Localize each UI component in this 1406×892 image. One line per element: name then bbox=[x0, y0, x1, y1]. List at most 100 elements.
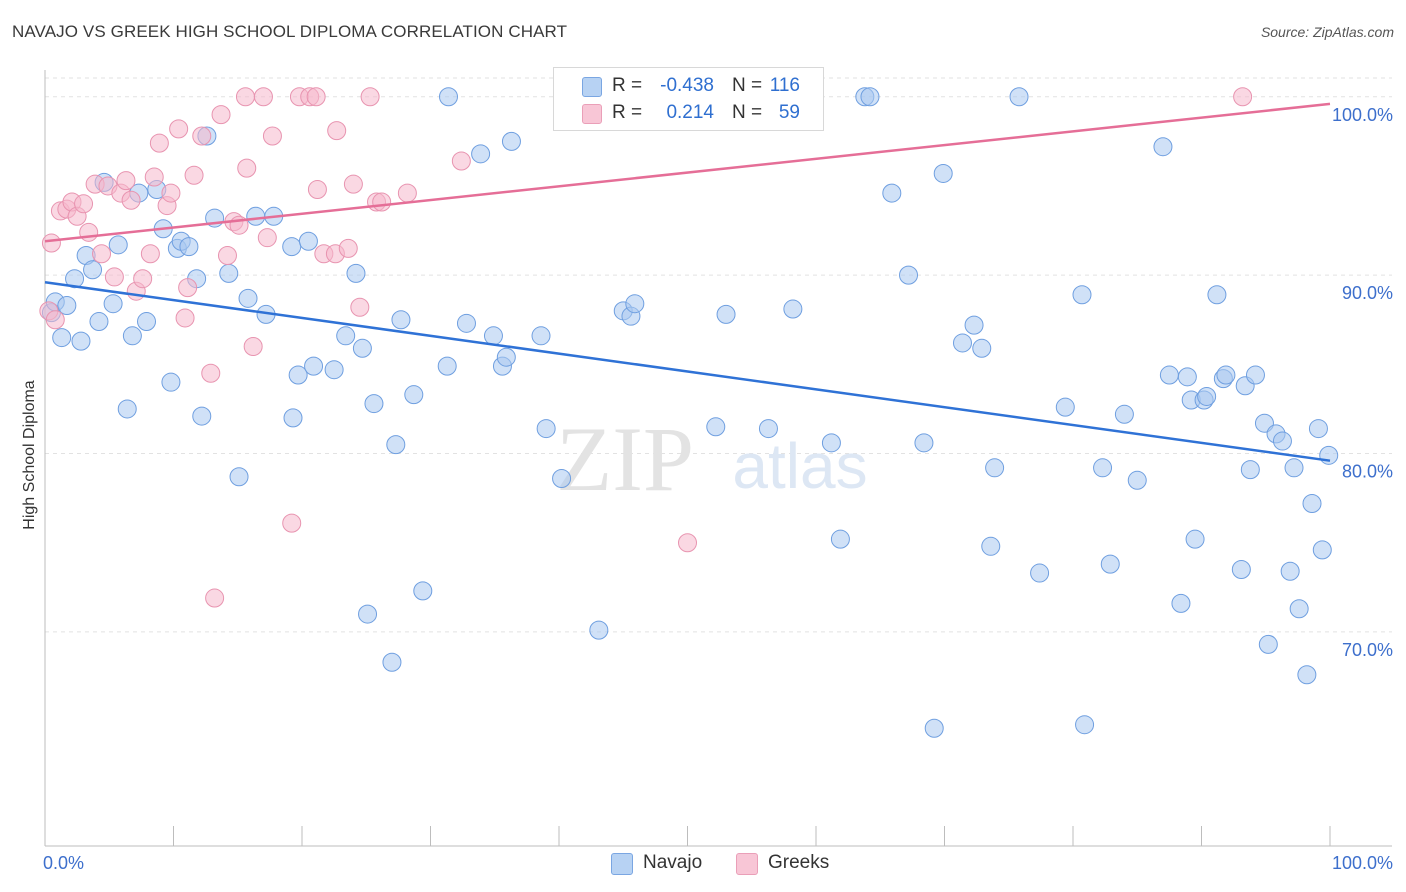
greeks-point bbox=[253, 87, 273, 107]
legend-n-label: N = bbox=[732, 102, 763, 123]
navajo-point bbox=[1114, 404, 1134, 424]
navajo-point bbox=[238, 288, 258, 308]
navajo-point bbox=[324, 360, 344, 380]
legend-n-value: 116 bbox=[769, 75, 800, 96]
greeks-point bbox=[184, 165, 204, 185]
greeks-point bbox=[243, 337, 263, 357]
legend-n-label: N = bbox=[732, 75, 763, 96]
navajo-point bbox=[1308, 419, 1328, 439]
x-tick-label: 0.0% bbox=[43, 853, 84, 873]
navajo-point bbox=[137, 312, 157, 332]
greeks-point bbox=[372, 192, 392, 212]
navajo-swatch bbox=[611, 853, 633, 875]
greeks-point bbox=[205, 588, 225, 608]
greeks-point bbox=[79, 222, 99, 242]
y-tick-label: 70.0% bbox=[1342, 640, 1393, 660]
chart-title: NAVAJO VS GREEK HIGH SCHOOL DIPLOMA CORR… bbox=[12, 22, 568, 41]
watermark: ZIP atlas bbox=[556, 408, 868, 510]
navajo-point bbox=[219, 263, 239, 283]
navajo-point bbox=[103, 294, 123, 314]
y-tick-label: 80.0% bbox=[1342, 462, 1393, 482]
greeks-point bbox=[262, 126, 282, 146]
navajo-point bbox=[1075, 715, 1095, 735]
navajo-point bbox=[783, 299, 803, 319]
navajo-point bbox=[1258, 634, 1278, 654]
navajo-point bbox=[288, 365, 308, 385]
navajo-point bbox=[386, 435, 406, 455]
greeks-point bbox=[343, 174, 363, 194]
greeks-point bbox=[451, 151, 471, 171]
watermark-zip: ZIP bbox=[556, 408, 694, 510]
navajo-swatch bbox=[582, 77, 602, 97]
navajo-point bbox=[456, 313, 476, 333]
tick-labels: 70.0% 80.0% 90.0% 100.0% 0.0% 100.0% bbox=[43, 105, 1393, 873]
navajo-point bbox=[589, 620, 609, 640]
greeks-point bbox=[116, 171, 136, 191]
data-points bbox=[39, 87, 1339, 738]
navajo-point bbox=[89, 312, 109, 332]
watermark-atlas: atlas bbox=[732, 430, 867, 502]
navajo-point bbox=[437, 356, 457, 376]
navajo-point bbox=[382, 652, 402, 672]
navajo-point bbox=[1197, 386, 1217, 406]
navajo-point bbox=[706, 417, 726, 437]
greeks-point bbox=[257, 228, 277, 248]
navajo-point bbox=[933, 163, 953, 183]
navajo-point bbox=[952, 333, 972, 353]
source-label: Source: ZipAtlas.com bbox=[1260, 24, 1394, 40]
navajo-trend-line bbox=[44, 281, 1331, 462]
navajo-point bbox=[83, 260, 103, 280]
greeks-point bbox=[201, 363, 221, 383]
greeks-point bbox=[192, 126, 212, 146]
navajo-point bbox=[1030, 563, 1050, 583]
navajo-point bbox=[192, 406, 212, 426]
navajo-point bbox=[1302, 493, 1322, 513]
greeks-trend-line bbox=[44, 102, 1331, 243]
greeks-point bbox=[92, 244, 112, 264]
axes bbox=[44, 70, 1392, 847]
navajo-point bbox=[65, 269, 85, 289]
navajo-point bbox=[1289, 599, 1309, 619]
navajo-point bbox=[899, 265, 919, 285]
navajo-point bbox=[830, 529, 850, 549]
navajo-point bbox=[1240, 460, 1260, 480]
navajo-point bbox=[496, 347, 516, 367]
legend-r-label: R = bbox=[612, 102, 643, 123]
legend-item-label: Greeks bbox=[768, 852, 830, 873]
navajo-point bbox=[161, 372, 181, 392]
greeks-point bbox=[327, 121, 347, 141]
navajo-point bbox=[924, 718, 944, 738]
greeks-point bbox=[678, 533, 697, 553]
navajo-point bbox=[1284, 458, 1304, 478]
navajo-point bbox=[821, 433, 841, 453]
legend-row-greeks: R = 0.214 N = 59 bbox=[554, 101, 823, 127]
navajo-point bbox=[1280, 561, 1300, 581]
series-legend: Navajo Greeks bbox=[0, 852, 1406, 878]
navajo-point bbox=[283, 408, 303, 428]
greeks-point bbox=[133, 269, 153, 289]
navajo-point bbox=[981, 536, 1001, 556]
greeks-point bbox=[140, 244, 160, 264]
navajo-point bbox=[117, 399, 137, 419]
navajo-point bbox=[71, 331, 91, 351]
navajo-point bbox=[1245, 365, 1265, 385]
greeks-point bbox=[74, 194, 94, 214]
navajo-point bbox=[229, 467, 249, 487]
greeks-point bbox=[144, 167, 164, 187]
correlation-legend: R = -0.438 N = 116 R = 0.214 N = 59 bbox=[553, 67, 824, 131]
navajo-point bbox=[179, 237, 199, 257]
trend-lines bbox=[44, 102, 1331, 462]
greeks-point bbox=[350, 297, 370, 317]
navajo-point bbox=[1055, 397, 1075, 417]
navajo-point bbox=[391, 310, 411, 330]
navajo-point bbox=[471, 144, 491, 164]
navajo-point bbox=[438, 87, 458, 107]
navajo-point bbox=[985, 458, 1005, 478]
navajo-point bbox=[346, 263, 366, 283]
greeks-point bbox=[45, 310, 65, 330]
legend-item-label: Navajo bbox=[643, 852, 703, 873]
navajo-point bbox=[358, 604, 378, 624]
greeks-point bbox=[211, 105, 231, 125]
navajo-point bbox=[1171, 593, 1191, 613]
legend-r-value: -0.438 bbox=[660, 75, 714, 96]
